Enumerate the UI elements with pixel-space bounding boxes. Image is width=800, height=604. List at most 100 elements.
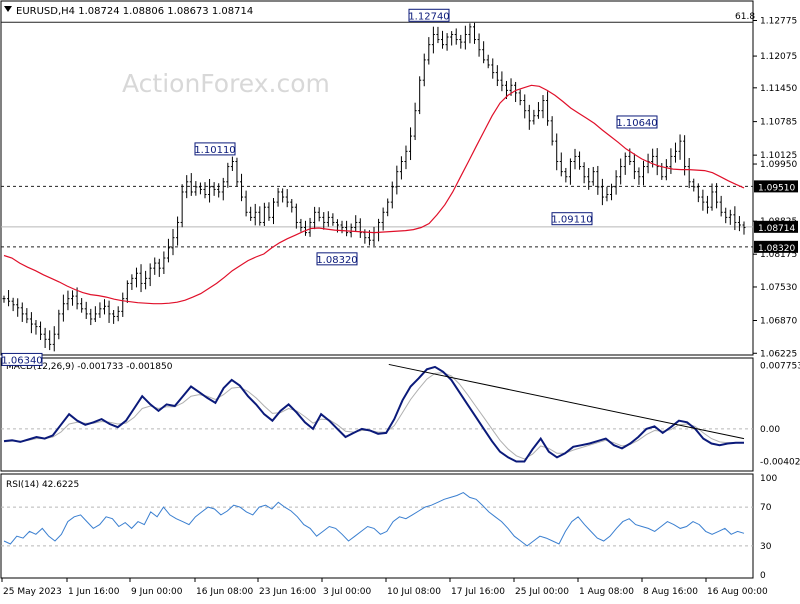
candle xyxy=(578,151,582,170)
price-axis-highlight-label: 1.08714 xyxy=(758,224,795,234)
candle xyxy=(112,310,116,324)
candle xyxy=(395,165,399,195)
ohlc-low: 1.08673 xyxy=(167,6,208,17)
candle xyxy=(198,182,202,195)
candle xyxy=(568,158,572,185)
candle xyxy=(591,166,595,186)
candle xyxy=(157,258,161,277)
candle xyxy=(450,31,454,46)
candle xyxy=(20,302,24,322)
x-axis-tick-label: 23 Jun 16:00 xyxy=(259,587,316,597)
candle xyxy=(153,257,157,275)
candle xyxy=(491,58,495,79)
x-axis-tick-label: 9 Jun 00:00 xyxy=(131,587,183,597)
price-annotation-box xyxy=(616,115,658,129)
candle xyxy=(386,198,390,217)
x-axis-tick-label: 3 Jul 00:00 xyxy=(323,587,372,597)
candle xyxy=(148,263,152,287)
candle xyxy=(495,65,499,87)
candle xyxy=(605,186,609,202)
candle xyxy=(441,30,445,49)
candle xyxy=(436,26,440,44)
dropdown-triangle-icon[interactable] xyxy=(4,6,12,12)
candle xyxy=(116,306,120,322)
macd-main-line xyxy=(3,365,744,463)
price-title: EURUSD,H4 1.08724 1.08806 1.08673 1.0871… xyxy=(16,6,253,17)
x-axis-tick-label: 16 Jun 08:00 xyxy=(196,587,253,597)
candle xyxy=(550,116,554,146)
candle xyxy=(477,33,481,57)
candle xyxy=(290,198,294,213)
candle xyxy=(180,184,184,228)
candle xyxy=(176,216,180,246)
ohlc-close: 1.08714 xyxy=(212,6,253,17)
candle xyxy=(418,76,422,115)
candle xyxy=(705,195,709,214)
candle xyxy=(2,295,6,303)
candle xyxy=(144,270,148,290)
candle xyxy=(43,327,47,348)
candle xyxy=(683,135,687,176)
price-layer: 1.06340 1.10110 1.08320 1.12740 1.09110 1.106… xyxy=(1,8,753,366)
candle xyxy=(212,182,216,196)
candle xyxy=(258,206,262,226)
candle xyxy=(555,133,559,171)
x-axis-tick-label: 25 Jul 00:00 xyxy=(515,587,569,597)
candle xyxy=(463,25,467,50)
candle xyxy=(701,189,705,211)
candle xyxy=(285,189,289,208)
price-annotation-label: 1.10110 xyxy=(194,145,235,156)
candle xyxy=(710,183,714,211)
candle xyxy=(527,104,531,130)
candle xyxy=(669,148,673,174)
candle xyxy=(16,298,20,317)
axis-layer: 1.12775 1.12075 1.11450 1.10785 1.101251.099… xyxy=(1,17,800,597)
candle xyxy=(276,187,280,207)
candle xyxy=(121,292,125,317)
candle xyxy=(171,229,175,256)
fib-label: 61.8 xyxy=(735,12,755,22)
candle xyxy=(194,181,198,196)
candle xyxy=(272,198,276,225)
candle xyxy=(399,156,403,180)
candle xyxy=(655,148,659,176)
candle xyxy=(66,290,70,311)
candle xyxy=(715,183,719,209)
candle xyxy=(381,207,385,231)
candle xyxy=(331,213,335,226)
candle xyxy=(536,102,540,119)
candle xyxy=(217,183,221,198)
x-axis-tick-label: 25 May 2023 xyxy=(3,587,62,597)
macd-axis-tick-label: 0.00 xyxy=(760,425,780,435)
candle xyxy=(89,308,93,326)
candle xyxy=(48,330,52,351)
price-axis-tick-label: 1.08175 xyxy=(760,250,797,260)
candle xyxy=(203,182,207,199)
price-axis-tick-label: 1.06870 xyxy=(760,317,797,327)
candle xyxy=(166,238,170,263)
rsi-pane xyxy=(0,473,754,579)
candle xyxy=(404,145,408,170)
candle xyxy=(619,158,623,185)
candle xyxy=(422,53,426,87)
candle xyxy=(358,218,362,238)
candle xyxy=(57,309,61,340)
candle xyxy=(52,326,56,352)
price-axis-tick-label: 1.12075 xyxy=(760,52,797,62)
candle xyxy=(610,183,614,201)
candle xyxy=(61,294,65,322)
candle xyxy=(390,181,394,209)
candle xyxy=(600,178,604,206)
candle xyxy=(409,127,413,161)
candle xyxy=(564,167,568,183)
price-axis-tick-label: 1.10125 xyxy=(760,151,797,161)
candle xyxy=(532,109,536,125)
candle xyxy=(322,212,326,230)
macd-axis-tick-label: -0.004027 xyxy=(760,458,800,468)
macd-pane xyxy=(0,357,754,472)
candle xyxy=(632,153,636,180)
candle xyxy=(71,290,75,306)
candle xyxy=(11,297,15,312)
price-annotation-label: 1.12740 xyxy=(408,11,449,22)
